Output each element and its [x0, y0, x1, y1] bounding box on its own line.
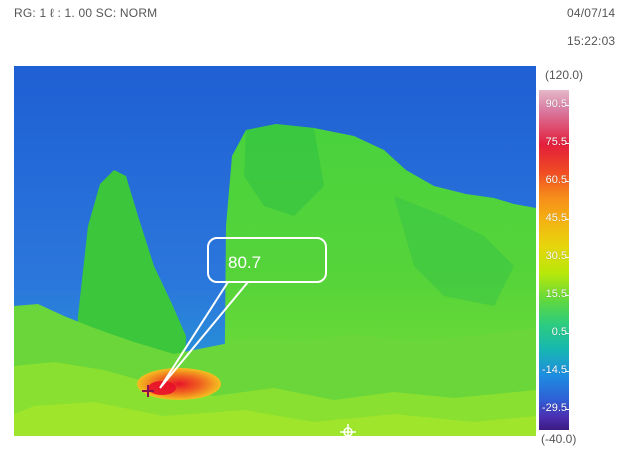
thermal-image[interactable] — [14, 66, 536, 436]
scale-tick-label: 75.5 — [545, 136, 567, 148]
scale-tick-label: 45.5 — [545, 212, 567, 224]
scale-tick — [565, 143, 569, 144]
capture-time: 15:22:03 — [567, 34, 616, 48]
scale-tick — [565, 219, 569, 220]
scale-tick-label: 90.5 — [545, 98, 567, 110]
capture-date: 04/07/14 — [567, 6, 616, 20]
measurement-callout — [207, 237, 327, 283]
scale-tick-label: 0.5 — [551, 326, 567, 338]
callout-pointer — [159, 281, 249, 389]
camera-status-text: RG: 1 ℓ : 1. 00 SC: NORM — [14, 6, 158, 20]
scale-tick — [565, 371, 569, 372]
scale-tick — [565, 409, 569, 410]
scale-tick-label: 60.5 — [545, 174, 567, 186]
scale-tick — [565, 181, 569, 182]
scale-tick — [565, 257, 569, 258]
scale-tick-label: -14.5 — [541, 364, 567, 376]
spot-marker-icon — [142, 385, 154, 397]
scale-tick-label: 30.5 — [545, 250, 567, 262]
scale-tick — [565, 333, 569, 334]
scale-tick-label: 15.5 — [545, 288, 567, 300]
scale-min-label: (-40.0) — [541, 432, 577, 446]
hot-spot — [137, 368, 221, 400]
scale-tick-label: -29.5 — [541, 402, 567, 414]
scale-tick — [565, 105, 569, 106]
scale-max-label: (120.0) — [545, 68, 584, 82]
scale-tick — [565, 295, 569, 296]
crosshair-cursor-icon — [340, 424, 356, 436]
temperature-scale-bar: 90.5 75.5 60.5 45.5 30.5 15.5 0.5 -14.5 … — [539, 90, 569, 430]
measurement-value: 80.7 — [228, 253, 262, 272]
